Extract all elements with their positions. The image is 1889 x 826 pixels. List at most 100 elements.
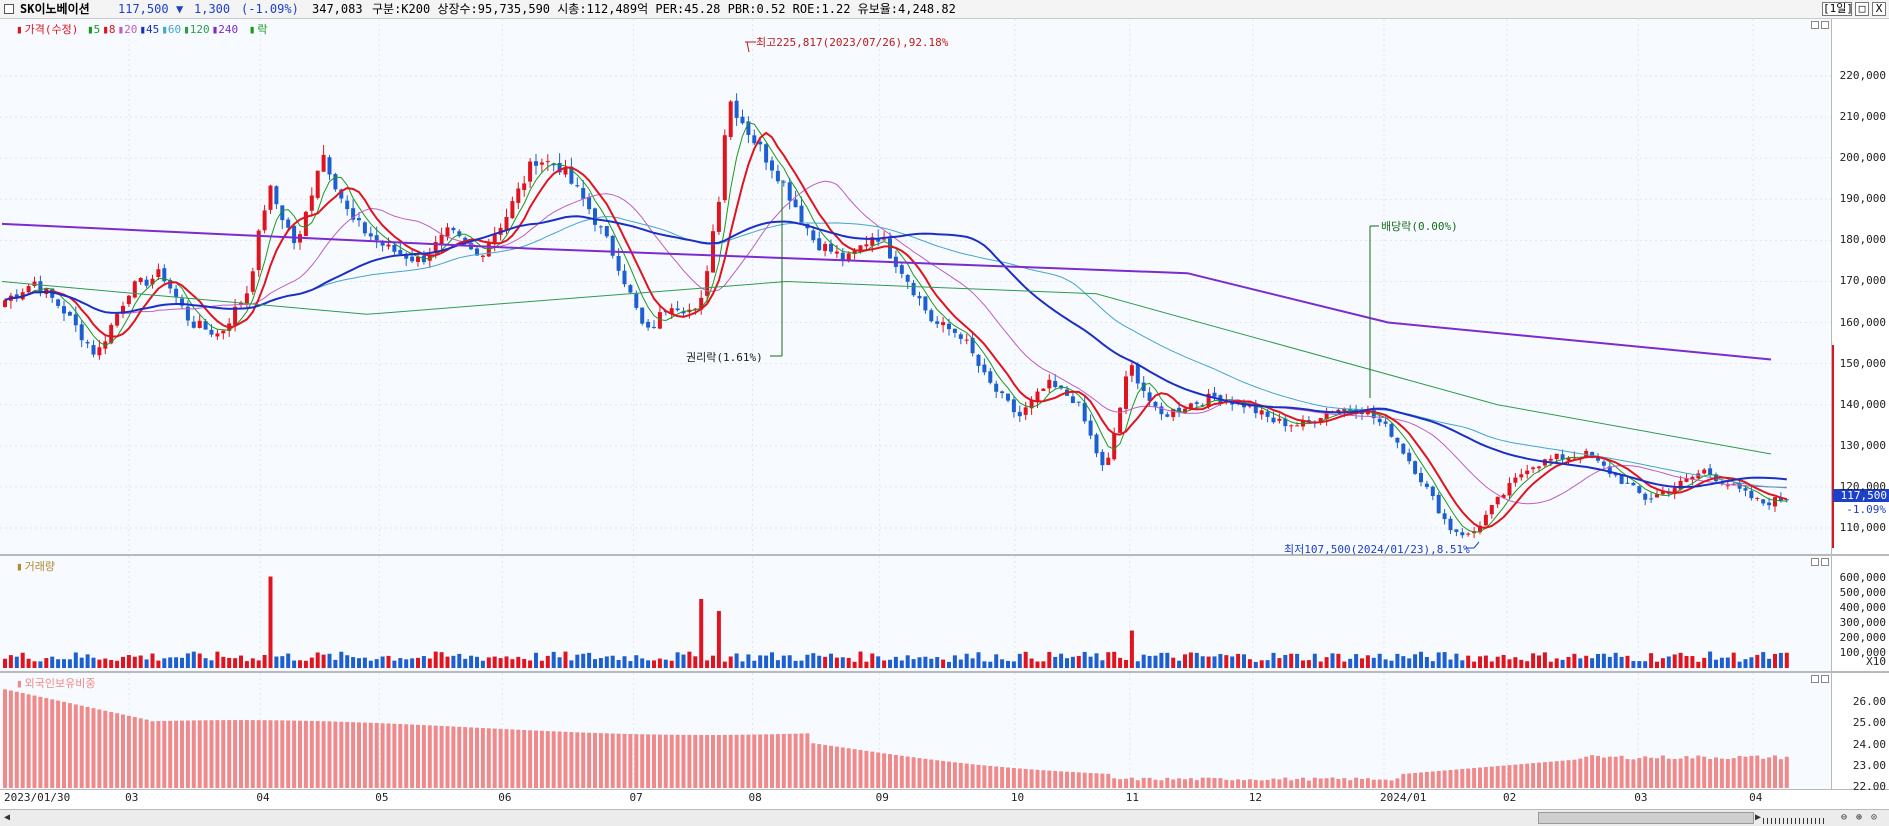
- candle: [569, 166, 574, 184]
- scroll-left-icon[interactable]: ◀: [3, 812, 11, 823]
- panel-divider[interactable]: [0, 671, 1889, 673]
- volume-bar: [681, 654, 686, 668]
- volume-bar: [1082, 651, 1087, 668]
- volume-bar: [1247, 659, 1252, 668]
- foreign-bar: [1306, 780, 1311, 788]
- foreign-bar: [1696, 755, 1701, 788]
- foreign-bar: [516, 729, 521, 788]
- foreign-bar: [988, 765, 993, 788]
- price-panel-minimize-button[interactable]: [1811, 21, 1819, 29]
- candle: [1360, 412, 1364, 414]
- foreign-panel-close-button[interactable]: [1821, 675, 1829, 683]
- price-tick-label: 140,000: [1839, 397, 1886, 411]
- volume-bar: [640, 658, 645, 668]
- candle: [917, 295, 922, 299]
- candle: [1784, 499, 1789, 501]
- price-tick-label: 130,000: [1839, 438, 1886, 452]
- foreign-bar: [486, 728, 491, 788]
- volume-bar: [109, 659, 114, 668]
- candle: [109, 324, 114, 344]
- foreign-bar: [1719, 758, 1724, 788]
- price-panel-close-button[interactable]: [1821, 21, 1829, 29]
- candle: [1401, 443, 1406, 454]
- candle: [14, 294, 19, 298]
- volume-bar: [634, 655, 639, 668]
- foreign-bar: [687, 734, 692, 788]
- time-scrollbar[interactable]: ◀ ▶ ⊖ ⊕ ⊙: [0, 809, 1889, 826]
- zoom-out-icon[interactable]: ⊖: [1840, 812, 1848, 823]
- volume-bar: [121, 656, 125, 668]
- scroll-right-icon[interactable]: ▶: [1754, 812, 1762, 823]
- candle: [1548, 458, 1553, 461]
- volume-bar: [1767, 658, 1772, 668]
- foreign-bar: [1230, 780, 1235, 788]
- foreign-bar: [528, 730, 533, 788]
- foreign-bar: [510, 729, 515, 788]
- volume-bar: [156, 660, 161, 668]
- candle: [1295, 425, 1300, 427]
- candle: [162, 268, 167, 282]
- volume-bar: [1159, 652, 1164, 668]
- candle: [1100, 451, 1105, 466]
- foreign-bar: [1301, 777, 1305, 788]
- volume-bar: [227, 657, 232, 668]
- candle: [634, 293, 639, 308]
- volume-bar: [457, 653, 462, 668]
- foreign-bar: [221, 720, 226, 788]
- volume-bar: [1147, 655, 1152, 668]
- zoom-in-icon[interactable]: ⊕: [1855, 812, 1863, 823]
- foreign-bar: [1171, 779, 1176, 788]
- volume-bar: [652, 660, 656, 668]
- window-checkbox[interactable]: [4, 4, 14, 14]
- volume-bar: [522, 659, 527, 668]
- volume-panel-minimize-button[interactable]: [1811, 558, 1819, 566]
- volume-bar: [32, 661, 37, 668]
- foreign-bar: [1006, 767, 1010, 788]
- candle: [1047, 379, 1052, 389]
- candle: [132, 281, 137, 298]
- foreign-bar: [156, 721, 161, 788]
- volume-panel-close-button[interactable]: [1821, 558, 1829, 566]
- candle: [1619, 474, 1624, 484]
- candle: [1778, 497, 1783, 501]
- volume-bar: [705, 660, 710, 668]
- volume-tick-label: 300,000: [1839, 616, 1886, 629]
- volume-panel[interactable]: [0, 556, 1831, 671]
- foreign-bar: [209, 720, 214, 788]
- period-button[interactable]: [1일]: [1822, 2, 1853, 16]
- foreign-bar: [870, 751, 875, 788]
- volume-bar: [492, 656, 497, 668]
- volume-bar: [1218, 654, 1223, 668]
- volume-bar: [303, 660, 308, 668]
- scroll-thumb[interactable]: [1538, 812, 1754, 824]
- foreign-bar: [1212, 778, 1217, 788]
- foreign-panel-minimize-button[interactable]: [1811, 675, 1819, 683]
- rights-annotation: 권리락(1.61%): [686, 351, 763, 364]
- volume-bar: [427, 658, 432, 668]
- legend-ma-120: ▮120: [183, 23, 210, 36]
- foreign-bar: [622, 733, 627, 788]
- foreign-bar: [1200, 777, 1205, 788]
- price-tick-label: 190,000: [1839, 192, 1886, 206]
- candle: [652, 326, 656, 328]
- volume-bar: [404, 659, 409, 668]
- zoom-reset-icon[interactable]: ⊙: [1870, 812, 1878, 823]
- foreign-bar: [1761, 758, 1766, 788]
- down-arrow-icon: ▼: [176, 2, 184, 16]
- candle: [233, 306, 238, 326]
- candle: [26, 286, 31, 293]
- volume-bar: [1070, 656, 1075, 668]
- panel-divider[interactable]: [0, 554, 1889, 556]
- foreign-bar: [3, 689, 7, 788]
- volume-bar: [56, 659, 61, 668]
- foreign-bar: [1525, 763, 1530, 788]
- close-button[interactable]: X: [1872, 2, 1886, 16]
- restore-button[interactable]: □: [1855, 2, 1869, 16]
- foreign-bar: [557, 731, 562, 788]
- month-label: 04: [256, 791, 270, 804]
- foreign-tick-label: 22.00: [1852, 780, 1886, 793]
- foreign-bar: [1218, 778, 1223, 788]
- candle: [1389, 423, 1394, 437]
- volume-bar: [1265, 660, 1270, 668]
- foreign-bar: [168, 720, 173, 788]
